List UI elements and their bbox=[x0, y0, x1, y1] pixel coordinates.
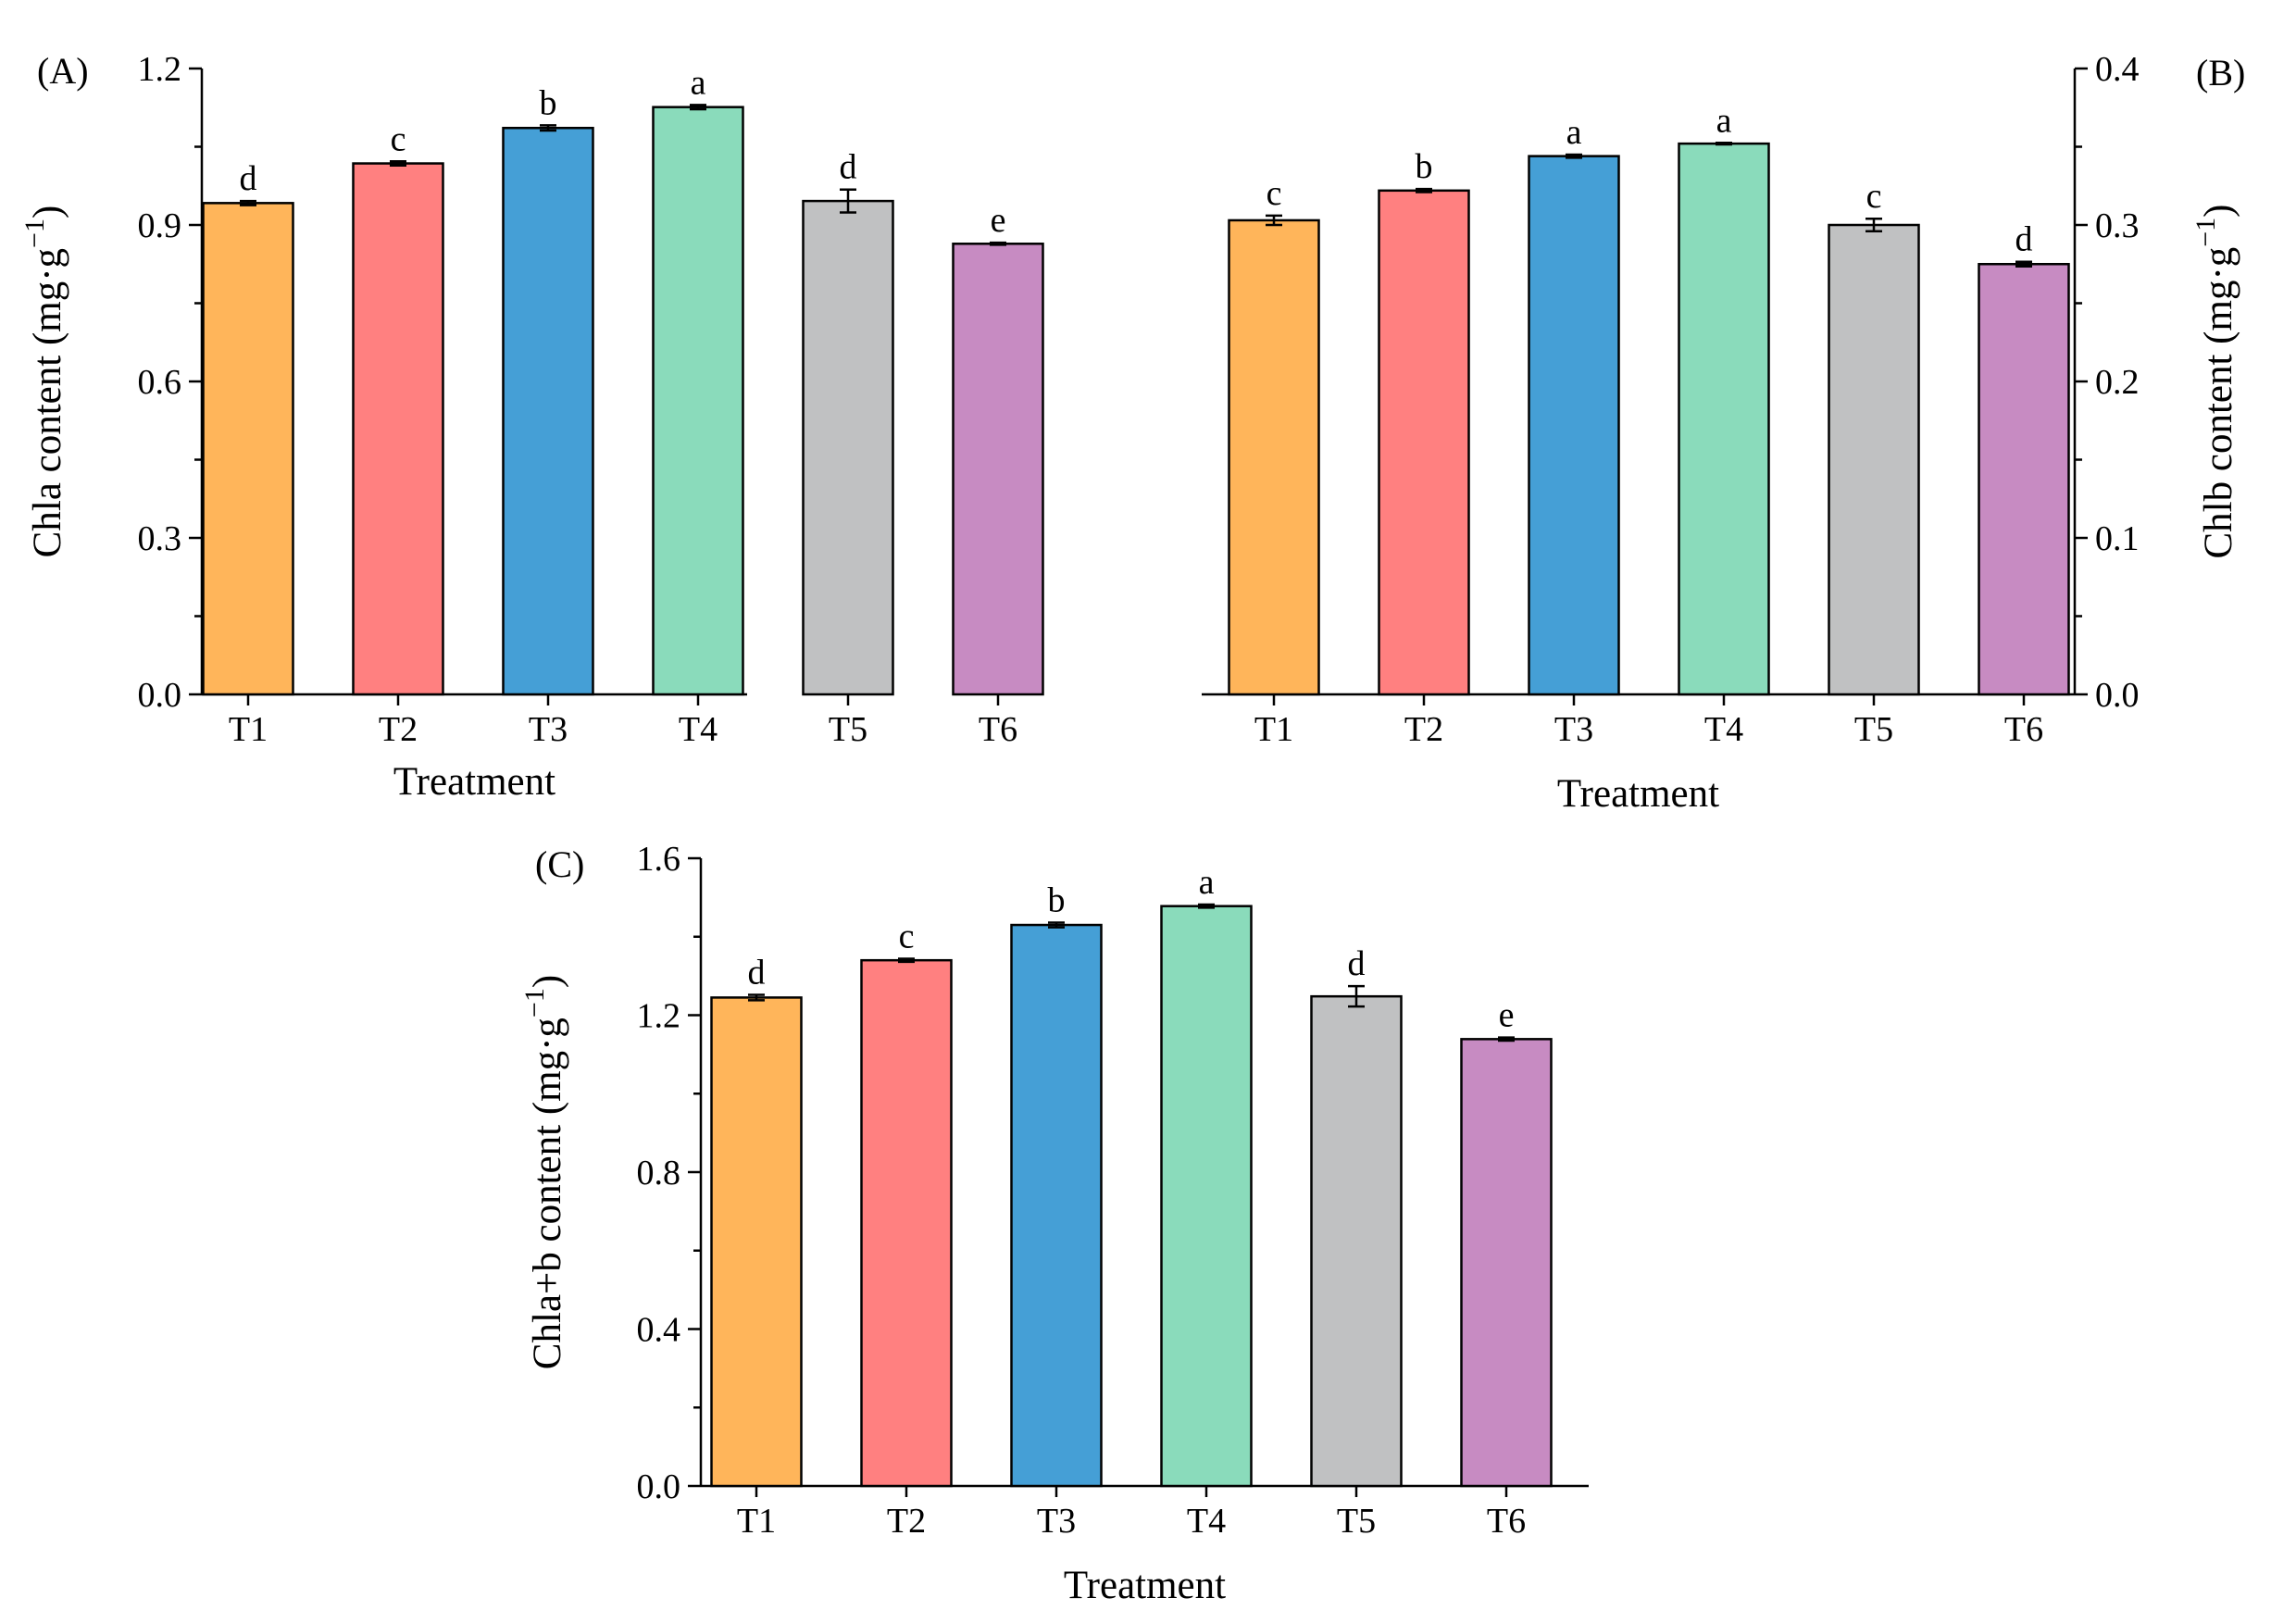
x-tick-label: T3 bbox=[1554, 710, 1593, 749]
x-tick-label: T4 bbox=[1704, 710, 1743, 749]
bar-t3 bbox=[1010, 923, 1103, 1488]
significance-letter: a bbox=[691, 63, 706, 102]
bar-t6 bbox=[952, 243, 1044, 696]
chart-panel-c: 0.0 0.4 0.8 1.2 1.6 d T1 c T2 b T3 a T4 d T5 e T6 Treatme… bbox=[519, 840, 1589, 1607]
y-axis-title-superscript: −1 bbox=[19, 218, 50, 248]
bar-t1 bbox=[202, 202, 294, 696]
y-axis-title-superscript: −1 bbox=[519, 988, 550, 1017]
y-tick-label: 0.1 bbox=[2095, 519, 2140, 558]
y-tick-label: 0.4 bbox=[2095, 50, 2140, 89]
y-tick-label: 0.0 bbox=[2095, 676, 2140, 715]
significance-letter: c bbox=[899, 917, 915, 955]
bar-t5 bbox=[802, 199, 894, 696]
y-axis-title-close: ) bbox=[26, 206, 69, 218]
chart-panel-b: 0.0 0.1 0.2 0.3 0.4 c T1 b T2 a T3 a T4 c T5 d T6 Treatme… bbox=[1202, 50, 2245, 816]
x-tick-label: T2 bbox=[1404, 710, 1443, 749]
y-tick-label: 1.6 bbox=[637, 840, 681, 879]
y-axis-title-superscript: −1 bbox=[2190, 218, 2221, 247]
bar-t6 bbox=[1460, 1038, 1553, 1488]
significance-letter: d bbox=[1348, 944, 1366, 983]
significance-letter: d bbox=[748, 953, 766, 992]
panel-label: (B) bbox=[2196, 52, 2245, 94]
y-tick-label: 0.8 bbox=[637, 1154, 681, 1192]
x-tick-label: T4 bbox=[1187, 1502, 1226, 1541]
bar-t2 bbox=[1378, 189, 1470, 696]
x-axis-title: Treatment bbox=[393, 760, 555, 804]
bar-t2 bbox=[860, 958, 953, 1488]
x-tick-label: T6 bbox=[2004, 710, 2043, 749]
x-tick-label: T4 bbox=[679, 710, 718, 749]
significance-letter: a bbox=[1199, 863, 1215, 902]
y-tick-label: 0.9 bbox=[138, 206, 182, 245]
significance-letter: b bbox=[540, 83, 557, 122]
x-tick-label: T2 bbox=[379, 710, 418, 749]
x-tick-label: T5 bbox=[1337, 1502, 1376, 1541]
significance-letter: e bbox=[991, 201, 1006, 240]
bar-t1 bbox=[710, 996, 803, 1488]
bar-t4 bbox=[652, 106, 744, 696]
x-tick-label: T1 bbox=[737, 1502, 776, 1541]
bar-t6 bbox=[1978, 263, 2070, 696]
x-tick-label: T3 bbox=[1037, 1502, 1076, 1541]
panel-label: (A) bbox=[37, 50, 89, 92]
x-tick-label: T2 bbox=[887, 1502, 926, 1541]
bar-t5 bbox=[1828, 223, 1920, 696]
bar-t3 bbox=[1528, 155, 1620, 696]
significance-letter: a bbox=[1716, 101, 1732, 140]
x-tick-label: T1 bbox=[1254, 710, 1293, 749]
x-tick-label: T5 bbox=[1854, 710, 1893, 749]
panel-label: (C) bbox=[535, 843, 584, 885]
significance-letter: c bbox=[391, 119, 406, 158]
bar-t4 bbox=[1160, 905, 1253, 1488]
x-axis-title: Treatment bbox=[1557, 772, 1719, 816]
x-tick-label: T6 bbox=[1487, 1502, 1526, 1541]
y-tick-label: 0.3 bbox=[138, 519, 182, 558]
significance-letter: d bbox=[2015, 220, 2033, 259]
y-tick-label: 0.2 bbox=[2095, 363, 2140, 402]
y-tick-label: 0.4 bbox=[637, 1311, 681, 1350]
bar-t3 bbox=[502, 126, 594, 696]
significance-letter: b bbox=[1416, 147, 1433, 186]
significance-letter: b bbox=[1048, 880, 1066, 919]
x-tick-label: T1 bbox=[229, 710, 268, 749]
significance-letter: c bbox=[1866, 177, 1882, 216]
y-axis-title-text: Chlb content (mg·g bbox=[2197, 247, 2240, 559]
bar-t1 bbox=[1228, 218, 1320, 696]
y-tick-label: 0.6 bbox=[138, 363, 182, 402]
bar-t5 bbox=[1310, 994, 1403, 1488]
significance-letter: c bbox=[1267, 174, 1282, 213]
significance-letter: d bbox=[240, 159, 257, 198]
chart-panel-a: 0.0 0.3 0.6 0.9 1.2 d T1 c T2 b T3 a T4 d T5 e T6 Treatme… bbox=[19, 50, 1044, 804]
x-tick-label: T5 bbox=[829, 710, 867, 749]
significance-letter: d bbox=[840, 148, 857, 187]
x-axis-title: Treatment bbox=[1064, 1564, 1226, 1607]
bar-t2 bbox=[352, 162, 444, 696]
y-tick-label: 0.3 bbox=[2095, 206, 2140, 245]
significance-letter: a bbox=[1566, 113, 1582, 152]
y-axis-title-close: ) bbox=[2197, 204, 2240, 217]
y-axis-title: Chla+b content (mg·g−1) bbox=[519, 975, 569, 1369]
y-axis-title: Chlb content (mg·g−1) bbox=[2190, 204, 2240, 558]
y-tick-label: 0.0 bbox=[637, 1467, 681, 1506]
y-tick-label: 1.2 bbox=[138, 50, 182, 89]
y-axis-title: Chla content (mg·g−1) bbox=[19, 206, 69, 558]
y-axis-title-close: ) bbox=[526, 975, 569, 988]
y-axis-title-text: Chla+b content (mg·g bbox=[526, 1017, 569, 1369]
significance-letter: e bbox=[1499, 996, 1515, 1035]
y-tick-label: 1.2 bbox=[637, 997, 681, 1036]
bar-t4 bbox=[1678, 142, 1770, 696]
y-axis-title-text: Chla content (mg·g bbox=[26, 248, 69, 557]
x-tick-label: T3 bbox=[529, 710, 568, 749]
y-tick-label: 0.0 bbox=[138, 676, 182, 715]
x-tick-label: T6 bbox=[979, 710, 1017, 749]
